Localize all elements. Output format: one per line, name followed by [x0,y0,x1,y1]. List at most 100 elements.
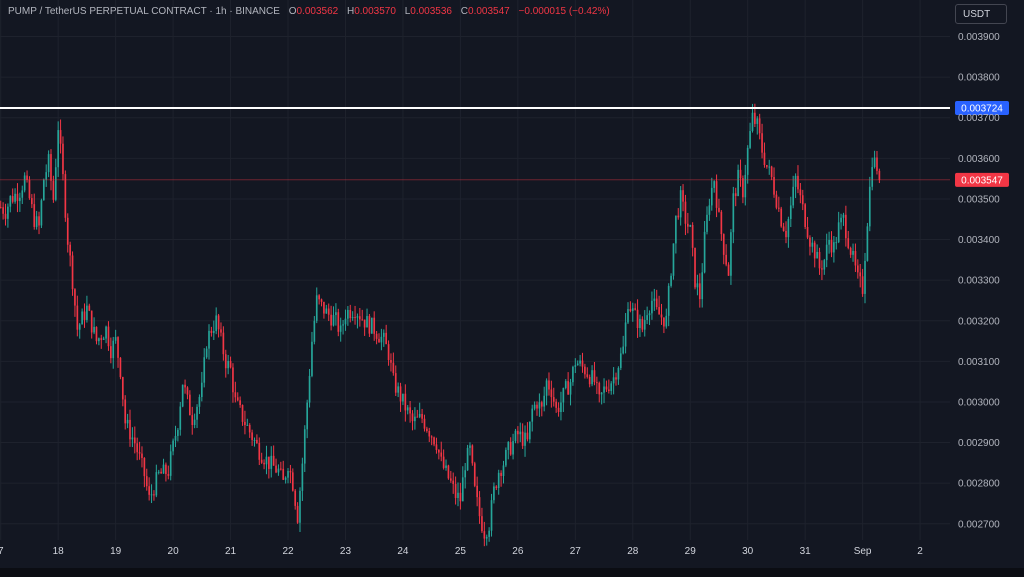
candle-body [459,492,462,502]
candle-body [404,393,407,411]
candle-body [160,471,162,474]
candle-body [2,207,4,214]
candle-body [203,357,206,383]
candle-body [696,283,699,288]
candle-body [433,437,435,445]
candle-body [14,193,16,202]
candle-body [643,320,646,330]
candle-body [713,181,716,188]
candle-body [476,485,478,498]
candle-body [394,373,397,393]
candle-body [98,338,100,342]
candle-body [449,478,452,481]
candle-body [847,238,850,249]
price-levels: 0.003724 0.003547 [0,101,1009,187]
candle-body [648,313,651,316]
low-label: L [404,6,411,17]
candle-body [833,242,835,253]
close-value: 0.003547 [468,6,510,17]
candle-body [279,468,282,470]
candle-body [670,275,672,286]
candle-body [236,397,239,401]
candle-body [330,314,332,326]
y-tick-label: 0.003700 [958,113,1000,124]
candle-body [861,276,864,294]
candle-body [86,305,88,320]
candle-body [78,324,81,330]
candle-body [512,441,514,455]
candle-body [488,530,490,537]
candle-body [52,180,55,200]
candle-body [71,255,74,290]
candle-body [868,186,871,227]
candle-body [540,402,543,407]
candle-body [332,315,335,326]
candle-body [658,307,660,315]
candle-body [169,451,172,476]
candle-body [260,459,263,463]
x-tick-label: 22 [282,546,294,557]
candle-body [785,231,787,238]
symbol-title: PUMP / TetherUS PERPETUAL CONTRACT · 1h … [8,6,280,17]
candle-body [507,442,510,450]
candle-body [763,152,766,166]
candle-body [663,317,665,327]
candle-body [165,464,167,475]
candle-body [473,463,476,486]
candle-body [825,244,828,261]
candle-body [873,157,876,168]
candle-body [531,408,534,422]
high-label: H [346,6,355,17]
candle-body [545,380,548,396]
candle-body [418,413,421,417]
candle-body [42,179,45,201]
candle-body [758,118,761,134]
y-tick-label: 0.003400 [958,235,1000,246]
candle-body [416,416,419,418]
candle-body [856,265,859,273]
candle-body [598,382,601,395]
x-tick-label: 19 [110,546,122,557]
candle-body [588,376,591,385]
candle-body [854,250,857,266]
candle-body [749,131,751,148]
candle-body [631,308,634,311]
candle-body [246,424,249,426]
candle-body [145,476,148,487]
x-tick-label: 25 [455,546,467,557]
open-value: 0.003562 [296,6,339,17]
candle-body [809,237,811,247]
candle-body [50,154,52,181]
candle-body [801,195,804,205]
candle-body [478,497,481,517]
candle-body [787,218,790,238]
candle-body [461,477,464,502]
candle-body [110,346,112,359]
candle-body [311,341,313,376]
currency-button[interactable]: USDT [955,4,1007,24]
candle-body [102,338,105,340]
candle-body [555,401,557,408]
candle-body [7,206,9,219]
candle-body [375,333,378,339]
candle-body [687,223,689,227]
x-tick-label: 20 [168,546,180,557]
candle-body [730,232,732,276]
candle-body [703,231,706,273]
candle-body [876,157,878,171]
candle-body [701,272,704,300]
candle-body [189,394,191,416]
candle-body [308,375,311,403]
y-tick-label: 0.003300 [958,276,1000,287]
candle-body [682,190,684,202]
candle-body [143,457,146,477]
x-tick-label: 26 [512,546,524,557]
candle-body [368,316,371,334]
candle-body [289,470,292,473]
low-value: 0.003536 [410,6,452,17]
candle-body [629,309,632,311]
candle-body [148,486,150,495]
candle-body [373,317,376,334]
candle-body [727,264,730,276]
